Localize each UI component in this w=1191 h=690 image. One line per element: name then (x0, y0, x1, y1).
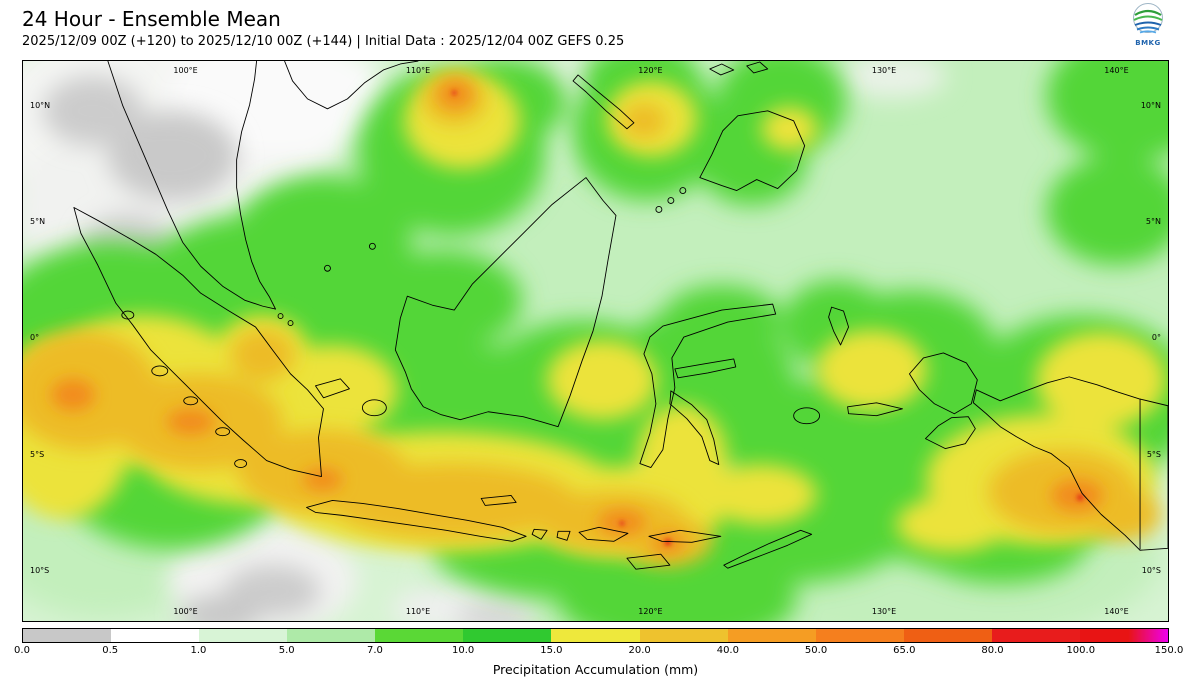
colorbar-tick-label: 65.0 (893, 645, 916, 656)
precipitation-field (23, 61, 1168, 621)
bmkg-logo: BMKG (1125, 1, 1171, 47)
colorbar-segment (463, 629, 552, 642)
colorbar-bar (22, 628, 1169, 643)
map-panel: 100°E 100°E 110°E 110°E 120°E 120°E 130°E 130°E… (22, 60, 1169, 622)
colorbar-segment (287, 629, 376, 642)
colorbar-tick-label: 5.0 (278, 645, 295, 656)
page-title: 24 Hour - Ensemble Mean (22, 7, 281, 31)
colorbar-tick-label: 50.0 (804, 645, 828, 656)
colorbar: 0.0 0.5 1.0 5.0 7.0 10.0 15.0 20.0 40.0 50.0 65.0 8… (14, 628, 1183, 677)
colorbar-tick-label: 15.0 (540, 645, 563, 656)
colorbar-segment (199, 629, 288, 642)
colorbar-tick-label: 0.0 (14, 645, 30, 656)
colorbar-tick-label: 10.0 (452, 645, 475, 656)
colorbar-segment (815, 629, 904, 642)
colorbar-tick-label: 7.0 (366, 645, 383, 656)
colorbar-tick-label: 20.0 (628, 645, 651, 656)
colorbar-tick-label: 1.0 (190, 645, 207, 656)
map-canvas (23, 61, 1168, 621)
colorbar-tick-label: 100.0 (1066, 645, 1096, 656)
colorbar-segment (903, 629, 992, 642)
colorbar-label: Precipitation Accumulation (mm) (492, 662, 699, 677)
coastlines (73, 61, 1168, 570)
header: 24 Hour - Ensemble Mean 2025/12/09 00Z (… (22, 0, 1169, 58)
colorbar-tick-label: 150.0 (1154, 645, 1184, 656)
colorbar-tick-label: 0.5 (102, 645, 119, 656)
subtitle: 2025/12/09 00Z (+120) to 2025/12/10 00Z … (22, 34, 625, 49)
colorbar-ticks: 0.0 0.5 1.0 5.0 7.0 10.0 15.0 20.0 40.0 50.0 65.0 8… (14, 645, 1183, 658)
colorbar-segment (991, 629, 1080, 642)
colorbar-segment (23, 629, 112, 642)
colorbar-segment (375, 629, 464, 642)
colorbar-segment (727, 629, 816, 642)
colorbar-tick-label: 40.0 (716, 645, 739, 656)
colorbar-segment (111, 629, 200, 642)
colorbar-segment (639, 629, 728, 642)
colorbar-tick-label: 80.0 (981, 645, 1004, 656)
colorbar-segment (1079, 629, 1169, 642)
colorbar-segment (551, 629, 640, 642)
globe-icon (1133, 3, 1163, 34)
logo-text: BMKG (1135, 39, 1161, 47)
